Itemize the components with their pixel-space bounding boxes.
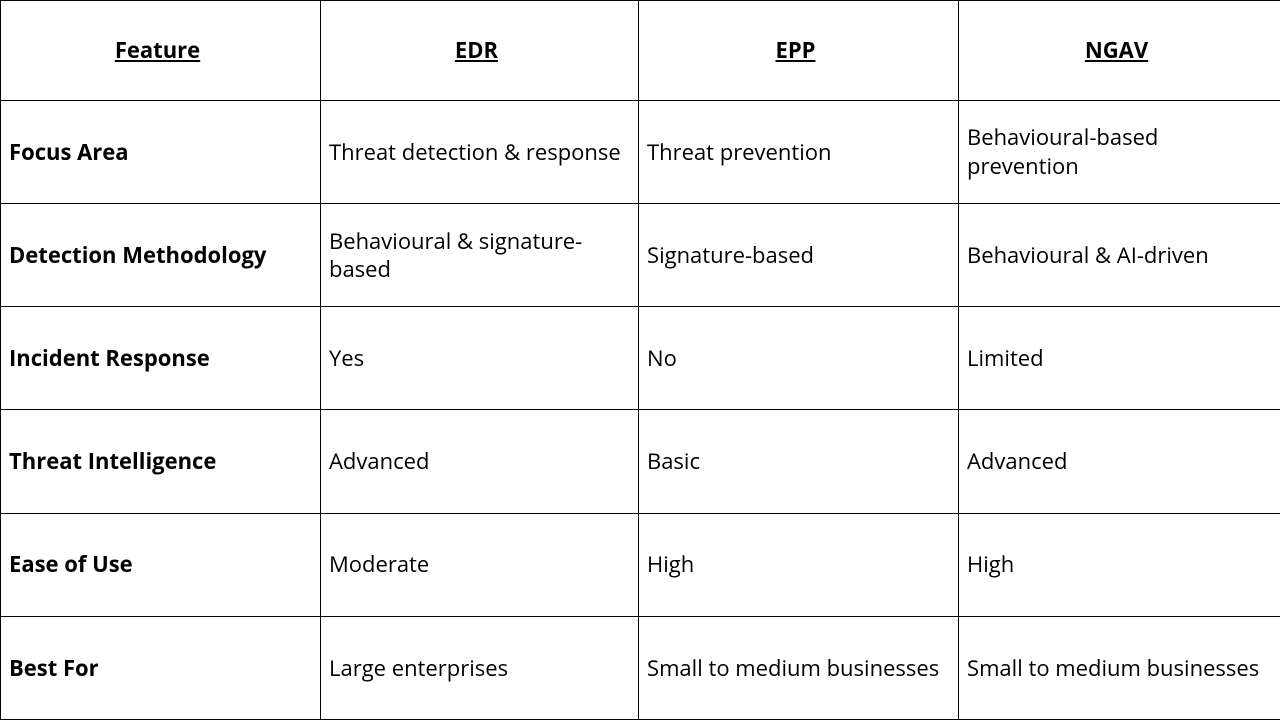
- cell-ngav: High: [959, 513, 1280, 616]
- col-header-feature: Feature: [1, 1, 321, 101]
- cell-ngav: Small to medium businesses: [959, 616, 1280, 719]
- table-row: Detection Methodology Behavioural & sign…: [1, 204, 1280, 307]
- row-label: Detection Methodology: [1, 204, 321, 307]
- cell-epp: Small to medium businesses: [639, 616, 959, 719]
- col-header-label: Feature: [115, 36, 206, 65]
- cell-edr: Moderate: [321, 513, 639, 616]
- cell-edr: Threat detection & response: [321, 101, 639, 204]
- cell-ngav: Advanced: [959, 410, 1280, 513]
- row-label: Best For: [1, 616, 321, 719]
- col-header-label: EPP: [776, 36, 822, 65]
- cell-epp: Basic: [639, 410, 959, 513]
- col-header-ngav: NGAV: [959, 1, 1280, 101]
- table-row: Incident Response Yes No Limited: [1, 307, 1280, 410]
- col-header-epp: EPP: [639, 1, 959, 101]
- cell-ngav: Behavioural-based prevention: [959, 101, 1280, 204]
- cell-epp: Signature-based: [639, 204, 959, 307]
- col-header-label: EDR: [455, 36, 504, 65]
- table-row: Best For Large enterprises Small to medi…: [1, 616, 1280, 719]
- cell-edr: Behavioural & signature-based: [321, 204, 639, 307]
- cell-edr: Yes: [321, 307, 639, 410]
- table-row: Threat Intelligence Advanced Basic Advan…: [1, 410, 1280, 513]
- row-label: Focus Area: [1, 101, 321, 204]
- table-header-row: Feature EDR EPP NGAV: [1, 1, 1280, 101]
- comparison-table: Feature EDR EPP NGAV Focus Area Threat d…: [0, 0, 1280, 720]
- cell-edr: Advanced: [321, 410, 639, 513]
- row-label: Ease of Use: [1, 513, 321, 616]
- cell-epp: High: [639, 513, 959, 616]
- cell-ngav: Behavioural & AI-driven: [959, 204, 1280, 307]
- cell-epp: Threat prevention: [639, 101, 959, 204]
- col-header-label: NGAV: [1085, 36, 1154, 65]
- row-label: Threat Intelligence: [1, 410, 321, 513]
- table-row: Focus Area Threat detection & response T…: [1, 101, 1280, 204]
- table-row: Ease of Use Moderate High High: [1, 513, 1280, 616]
- col-header-edr: EDR: [321, 1, 639, 101]
- cell-edr: Large enterprises: [321, 616, 639, 719]
- row-label: Incident Response: [1, 307, 321, 410]
- cell-ngav: Limited: [959, 307, 1280, 410]
- cell-epp: No: [639, 307, 959, 410]
